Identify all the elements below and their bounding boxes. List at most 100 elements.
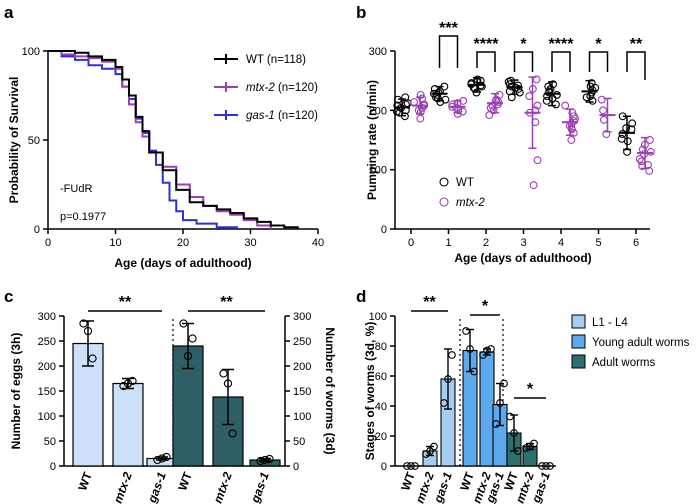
d-point-mtx-2 [426,447,434,455]
c-point-WT [88,354,97,363]
a-x-tick-label: 0 [45,237,51,249]
a-x-tick-label: 40 [312,237,324,249]
b-point-mtx-2 [599,106,608,115]
c-point-gas-1 [260,455,270,465]
b-point-mtx-2 [567,125,576,134]
d-bar-mtx-2 [479,351,495,467]
a-y-tick-label: 100 [22,46,40,58]
c-point-mtx-2 [219,369,228,378]
b-x-axis-label: Age (days of adulthood) [454,251,591,265]
b-point-WT [617,134,626,143]
d-point-gas-1 [448,351,456,359]
b-point-WT [433,94,442,103]
d-point-mtx-2 [430,442,438,451]
b-point-WT [434,88,443,97]
d-point-WT [466,345,474,353]
b-point-WT [622,124,631,133]
b-significance-label: * [595,36,602,53]
d-point-WT [462,327,470,335]
a-legend-label-mtx-2: mtx-2 (n=120) [246,82,318,94]
c-point-WT [183,351,193,361]
b-significance-label: **** [474,36,500,53]
c-point-WT [188,334,197,343]
b-x-tick-label: 0 [408,237,414,249]
a-survival-curve-mtx-2 [48,50,272,229]
b-point-WT [477,82,486,91]
b-point-mtx-2 [635,155,644,163]
c-point-WT [79,319,88,328]
d-point-gas-1 [546,462,554,470]
d-significance-label: * [482,298,489,315]
c-bar-mtx-2 [112,382,144,467]
d-y-tick-label: 100 [369,311,387,323]
b-y-tick-label: 300 [369,46,387,58]
a-annotation-fudr: -FUdR [60,183,92,195]
d-legend-label-1: Young adult worms [592,337,690,349]
b-y-tick-label: 100 [369,165,387,177]
b-legend-label-WT: WT [456,177,474,189]
d-significance-label: * [527,381,534,398]
d-point-gas-1 [444,375,452,383]
c-point-gas-1 [153,455,162,465]
b-significance-label: ** [630,36,643,53]
d-point-mtx-2 [479,351,487,359]
c-point-gas-1 [265,454,274,464]
c-left-y-tick-label: 300 [38,311,56,323]
d-point-mtx-2 [530,439,538,448]
b-point-mtx-2 [645,166,654,175]
a-x-tick-label: 20 [177,237,189,249]
c-right-y-tick-label: 150 [293,386,311,398]
b-point-mtx-2 [602,130,611,139]
b-point-mtx-2 [416,114,425,123]
c-left-y-tick-label: 100 [38,411,56,423]
d-point-mtx-2 [522,444,530,452]
b-significance-bracket [476,51,496,72]
c-point-gas-1 [256,456,265,466]
b-point-mtx-2 [640,150,648,159]
d-point-gas-1 [542,462,550,470]
b-point-WT [515,88,524,97]
b-y-tick-label: 200 [369,105,387,117]
d-point-gas-1 [500,379,508,388]
c-point-mtx-2 [223,379,233,388]
d-y-tick-label: 0 [381,461,387,473]
b-point-WT [441,95,450,104]
b-significance-bracket [551,51,571,72]
d-point-mtx-2 [483,346,491,355]
b-point-WT [546,85,555,93]
b-point-mtx-2 [645,136,654,144]
panel-label-b: b [356,3,366,22]
b-point-mtx-2 [561,101,570,110]
b-point-mtx-2 [410,98,418,106]
b-x-tick-label: 4 [558,237,564,249]
d-point-gas-1 [496,399,504,407]
a-y-tick-label: 50 [28,135,40,147]
d-point-gas-1 [492,420,500,428]
d-point-mtx-2 [487,345,495,353]
d-legend-swatch-1 [571,334,586,349]
a-legend-label-WT: WT (n=118) [246,54,306,66]
a-legend-label-gas-1: gas-1 (n=120) [246,110,318,122]
c-right-y-tick-label: 300 [293,311,311,323]
b-x-tick-label: 3 [520,237,526,249]
c-left-y-axis-label: Number of eggs (3h) [9,333,23,450]
d-y-tick-label: 60 [375,371,387,383]
d-x-tick-label-WT: WT [501,470,521,493]
c-right-y-tick-label: 200 [293,361,311,373]
c-right-y-tick-label: 50 [293,436,305,448]
c-point-WT [179,319,188,328]
c-point-mtx-2 [128,376,137,386]
b-point-mtx-2 [529,181,538,190]
c-significance-label: ** [220,294,233,311]
d-legend-swatch-2 [571,354,586,369]
d-significance-label: ** [423,294,436,311]
d-point-WT [403,462,411,470]
b-significance-label: *** [439,20,458,37]
b-point-mtx-2 [646,147,655,156]
d-point-WT [411,462,419,470]
b-x-tick-label: 5 [595,237,601,249]
a-x-axis-label: Age (days of adulthood) [114,256,251,270]
b-point-WT [401,93,410,102]
d-point-WT [510,429,518,437]
